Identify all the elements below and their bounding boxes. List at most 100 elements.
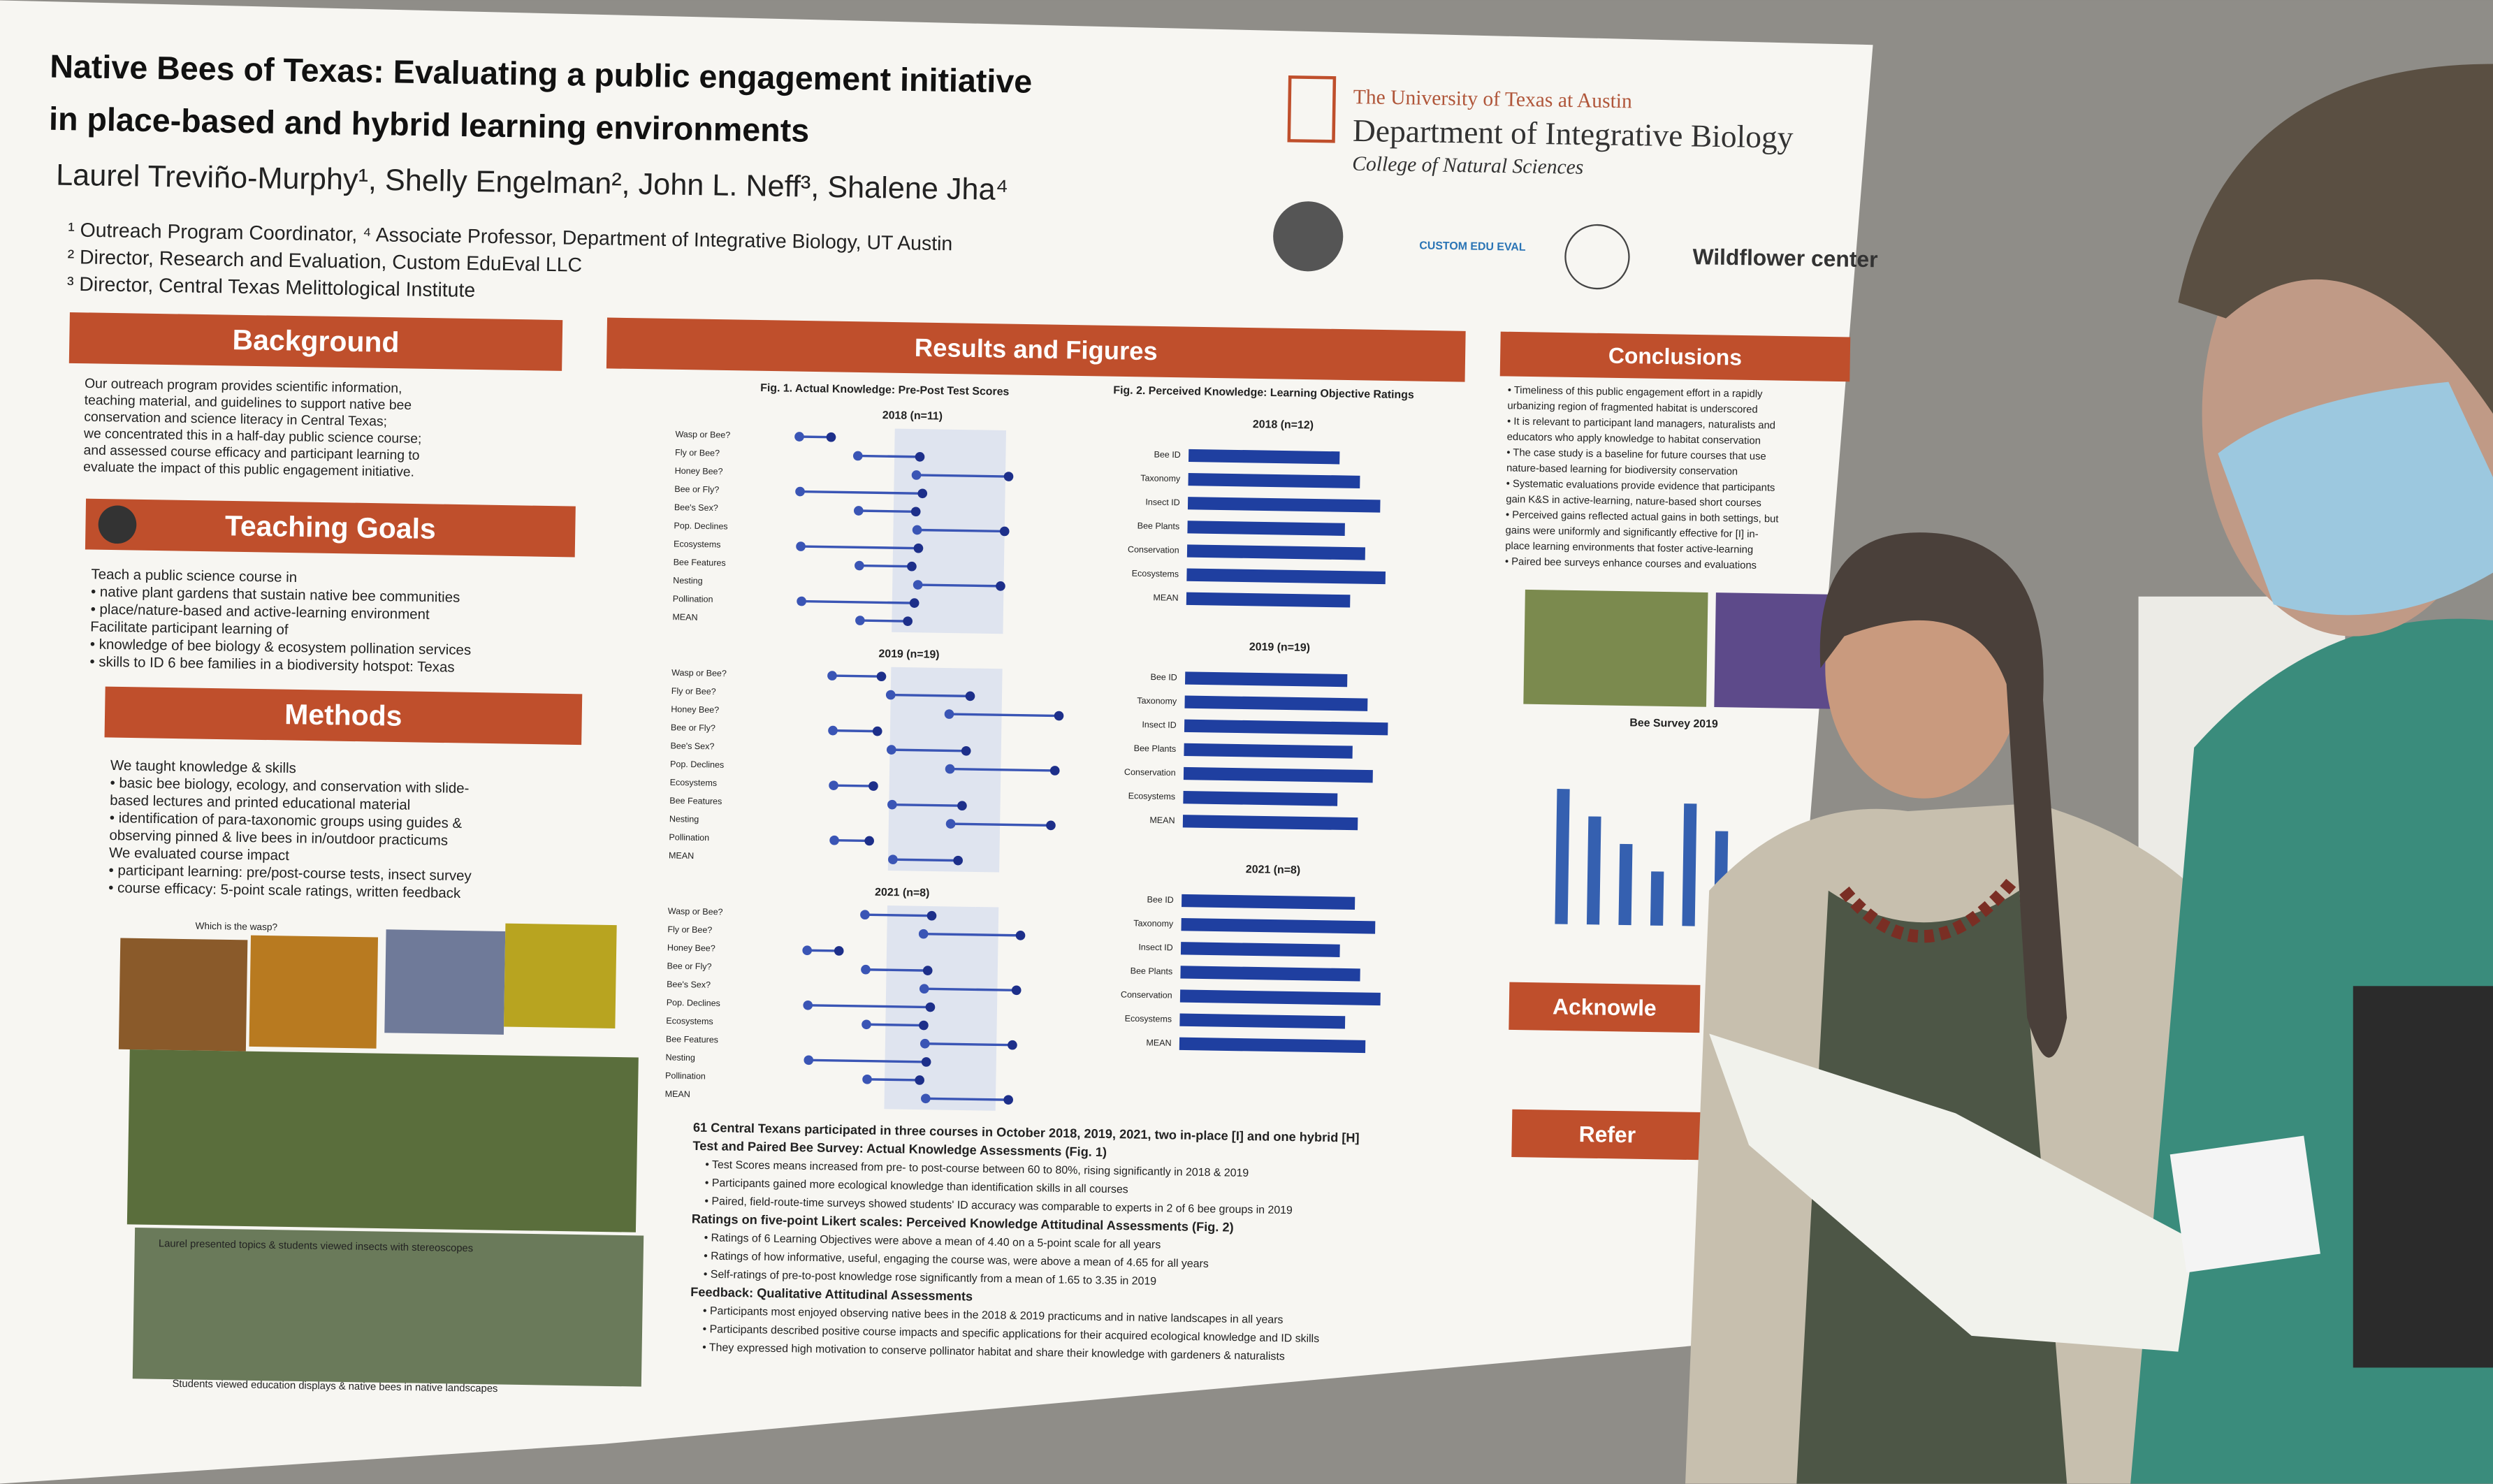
category-label: Pop. Declines xyxy=(674,521,727,531)
icon xyxy=(98,505,137,544)
survey-bar xyxy=(1682,803,1697,926)
section-heading: Refer xyxy=(1578,1121,1636,1147)
bar xyxy=(1184,695,1368,711)
dumbbell-line xyxy=(859,564,912,568)
photo xyxy=(504,923,617,1028)
dot xyxy=(1054,711,1064,721)
category-label: MEAN xyxy=(1146,1038,1171,1048)
ut-logo xyxy=(1287,75,1337,143)
dot xyxy=(1011,985,1022,996)
dot xyxy=(1015,931,1026,940)
section-heading: Conclusions xyxy=(1608,343,1743,370)
category-label: Bee's Sex? xyxy=(670,741,714,751)
dot xyxy=(853,506,864,516)
category-label: MEAN xyxy=(665,1089,690,1100)
category-label: Taxonomy xyxy=(1137,696,1177,706)
section-heading: Methods xyxy=(284,698,402,732)
category-label: Nesting xyxy=(673,576,703,586)
category-label: Ecosystems xyxy=(1125,1014,1172,1024)
bar xyxy=(1186,544,1365,560)
man-hair xyxy=(2178,64,2493,414)
dot xyxy=(926,910,937,921)
dumbbell-line xyxy=(801,599,915,604)
category-label: Bee Plants xyxy=(1134,743,1177,754)
category-label: Nesting xyxy=(665,1052,695,1063)
dot xyxy=(910,507,921,517)
clipboard xyxy=(2353,986,2493,1368)
section-header xyxy=(1509,982,1701,1033)
dot xyxy=(925,1002,936,1012)
dot xyxy=(1003,472,1014,481)
dot xyxy=(829,780,838,790)
bar xyxy=(1187,521,1345,536)
category-label: Bee or Fly? xyxy=(671,722,715,733)
category-label: Honey Bee? xyxy=(675,466,723,477)
dot xyxy=(864,836,874,846)
category-label: Pop. Declines xyxy=(670,759,724,770)
photo xyxy=(1523,589,1708,707)
bar xyxy=(1179,1013,1346,1029)
dumbbell-line xyxy=(859,619,908,623)
dot xyxy=(826,432,836,442)
panel-title: 2018 (n=11) xyxy=(882,409,943,422)
photo xyxy=(118,938,248,1052)
dot xyxy=(855,560,864,571)
survey-bar xyxy=(1555,789,1570,924)
category-label: Bee ID xyxy=(1154,449,1180,460)
dot xyxy=(795,486,805,497)
category-label: Bee or Fly? xyxy=(674,484,719,495)
dot xyxy=(961,745,971,756)
dot xyxy=(915,452,925,462)
dot xyxy=(804,1055,814,1065)
category-label: Bee Plants xyxy=(1138,521,1180,532)
dot xyxy=(868,781,878,791)
dumbbell-line xyxy=(949,713,1059,718)
section-header xyxy=(1511,1109,1703,1161)
panel-title: 2019 (n=19) xyxy=(878,648,939,660)
bullet-text: • Systematic evaluations provide evidenc… xyxy=(1506,479,1775,494)
dumbbell-line xyxy=(924,1042,1012,1047)
section-header xyxy=(68,312,563,371)
bullet-text: gains were uniformly and significantly e… xyxy=(1505,525,1758,541)
dot xyxy=(913,543,924,553)
dumbbell-line xyxy=(892,858,959,862)
woman-hair xyxy=(1819,532,2067,1058)
photo xyxy=(132,1228,644,1387)
dot xyxy=(829,835,839,845)
caption: Students viewed education displays & nat… xyxy=(172,1378,497,1395)
dot xyxy=(828,725,838,736)
category-label: Pollination xyxy=(665,1071,706,1082)
category-label: Ecosystems xyxy=(674,539,721,549)
dumbbell-line xyxy=(808,1059,926,1063)
dumbbell-line xyxy=(800,490,923,495)
panel-title: 2018 (n=12) xyxy=(1253,419,1314,431)
dumbbell-line xyxy=(891,748,966,752)
bar xyxy=(1184,719,1388,736)
college: College of Natural Sciences xyxy=(1352,153,1584,179)
category-label: Wasp or Bee? xyxy=(675,429,730,439)
dot xyxy=(802,945,813,956)
chart-title: Bee Survey 2019 xyxy=(1629,717,1718,730)
category-label: Honey Bee? xyxy=(667,943,715,953)
people xyxy=(1685,64,2493,1484)
panel-title: 2021 (n=8) xyxy=(1246,864,1301,876)
dot xyxy=(953,855,963,866)
category-label: Bee Features xyxy=(674,558,726,568)
category-label: Bee ID xyxy=(1147,895,1173,905)
dot xyxy=(913,580,923,590)
dumbbell-line xyxy=(807,949,839,952)
photo xyxy=(249,935,379,1049)
dot xyxy=(1049,766,1060,776)
dumbbell-line xyxy=(890,693,971,698)
bar xyxy=(1180,942,1340,957)
bullet-text: • The case study is a baseline for futur… xyxy=(1506,447,1766,463)
dot xyxy=(911,470,922,480)
necklace xyxy=(1839,878,2016,943)
figure-title: Fig. 2. Perceived Knowledge: Learning Ob… xyxy=(1113,384,1414,401)
category-label: Taxonomy xyxy=(1140,473,1181,483)
dumbbell-line xyxy=(917,583,1001,588)
dot xyxy=(996,581,1005,591)
bar xyxy=(1179,1037,1366,1054)
dot xyxy=(861,964,871,975)
